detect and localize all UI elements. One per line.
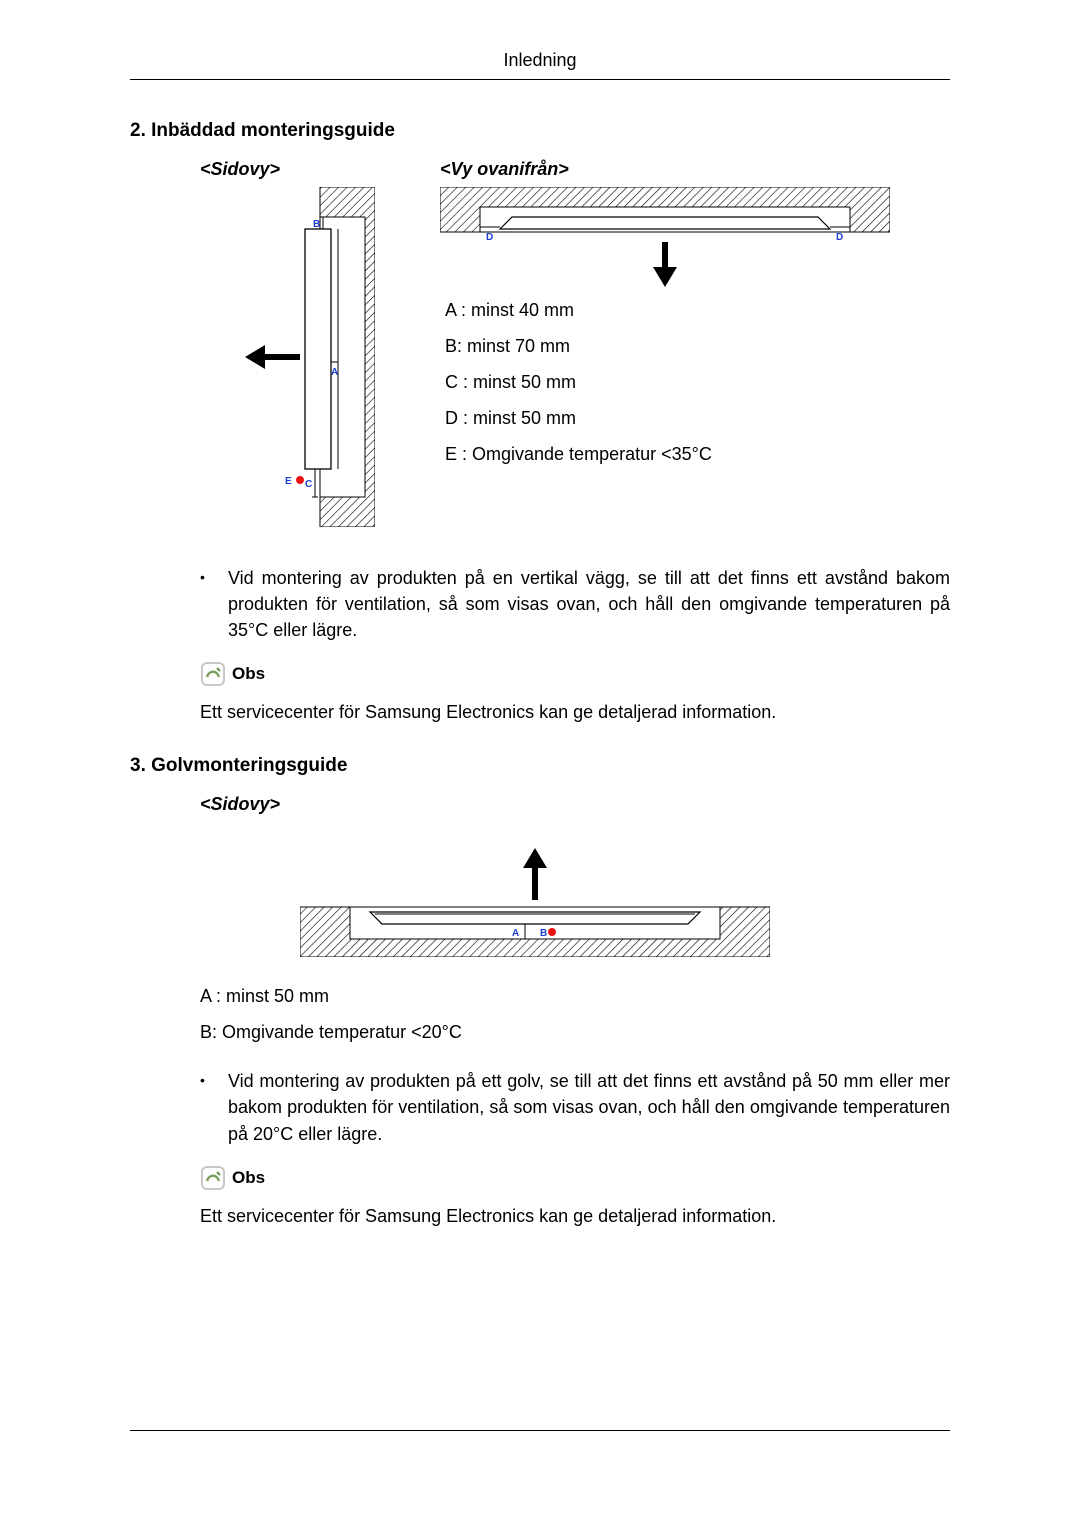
- svg-text:A: A: [512, 928, 519, 939]
- section3-bullet: • Vid montering av produkten på ett golv…: [200, 1068, 950, 1146]
- spec-b: B: minst 70 mm: [445, 328, 712, 364]
- section3-spec-list: A : minst 50 mm B: Omgivande temperatur …: [200, 978, 950, 1050]
- label-vyovanifran: <Vy ovanifrån>: [440, 159, 569, 180]
- section2-bullet: • Vid montering av produkten på en verti…: [200, 565, 950, 643]
- floor-view-diagram: A B: [300, 812, 770, 957]
- label-sidovy-2: <Sidovy>: [200, 794, 280, 815]
- section3-bullet-text: Vid montering av produkten på ett golv, …: [228, 1068, 950, 1146]
- section3-obs-text: Ett servicecenter för Samsung Electronic…: [200, 1203, 950, 1229]
- spec3-b: B: Omgivande temperatur <20°C: [200, 1014, 950, 1050]
- section3-figures: <Sidovy> A B: [130, 802, 950, 972]
- spec-c: C : minst 50 mm: [445, 364, 712, 400]
- svg-text:B: B: [540, 928, 547, 939]
- section2-obs-text: Ett servicecenter för Samsung Electronic…: [200, 699, 950, 725]
- section2-obs: Obs: [200, 661, 950, 687]
- bullet-dot-icon: •: [200, 1068, 228, 1146]
- section2-figures: <Sidovy> <Vy ovanifrån> B: [130, 167, 950, 547]
- bullet-dot-icon: •: [200, 565, 228, 643]
- section3-obs: Obs: [200, 1165, 950, 1191]
- footer-divider: [130, 1430, 950, 1431]
- svg-text:D: D: [836, 232, 843, 243]
- section3-title: 3. Golvmonteringsguide: [130, 755, 950, 777]
- label-sidovy-1: <Sidovy>: [200, 159, 280, 180]
- page-header: Inledning: [130, 50, 950, 80]
- obs-label: Obs: [232, 664, 265, 684]
- svg-text:C: C: [305, 479, 312, 490]
- section2-spec-list: A : minst 40 mm B: minst 70 mm C : minst…: [445, 292, 712, 472]
- svg-text:A: A: [331, 367, 338, 378]
- section2-title: 2. Inbäddad monteringsguide: [130, 120, 950, 142]
- svg-text:D: D: [486, 232, 493, 243]
- obs-label: Obs: [232, 1168, 265, 1188]
- spec-e: E : Omgivande temperatur <35°C: [445, 436, 712, 472]
- section2-bullet-text: Vid montering av produkten på en vertika…: [228, 565, 950, 643]
- spec-a: A : minst 40 mm: [445, 292, 712, 328]
- header-title: Inledning: [503, 50, 576, 70]
- note-icon: [200, 1165, 226, 1191]
- spec3-a: A : minst 50 mm: [200, 978, 950, 1014]
- side-view-diagram: B A C E: [245, 187, 375, 527]
- svg-text:B: B: [313, 219, 320, 230]
- note-icon: [200, 661, 226, 687]
- spec-d: D : minst 50 mm: [445, 400, 712, 436]
- top-view-diagram: D D: [440, 187, 890, 292]
- svg-text:E: E: [285, 476, 292, 487]
